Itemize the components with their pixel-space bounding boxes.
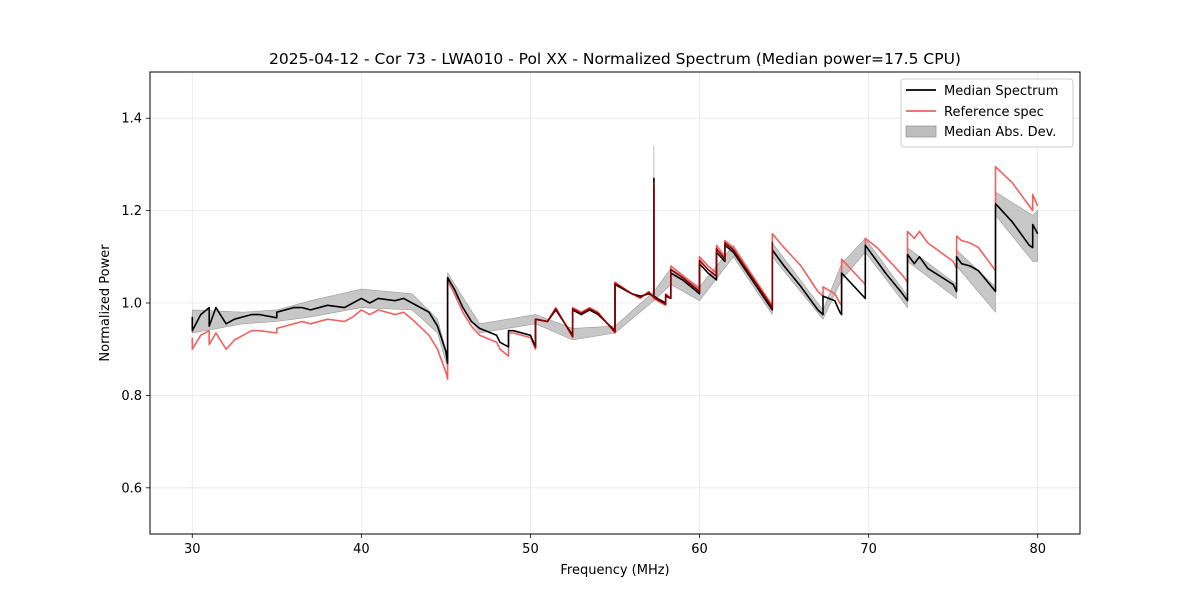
chart-title: 2025-04-12 - Cor 73 - LWA010 - Pol XX - … [269,50,961,68]
overlap-line [534,183,774,348]
x-tick-label: 60 [691,542,708,557]
x-axis-label: Frequency (MHz) [560,563,669,578]
y-tick-label: 1.2 [121,204,142,219]
y-tick-label: 0.6 [121,481,142,496]
y-tick-label: 0.8 [121,389,142,404]
y-tick-label: 1.0 [121,297,142,312]
y-axis-label: Normalized Power [98,244,113,362]
legend-label-median-spectrum: Median Spectrum [944,84,1058,99]
series-layer [191,165,1039,380]
mad-band [192,145,1038,368]
x-tick-label: 80 [1029,542,1046,557]
mad-band-layer [192,145,1038,368]
legend-swatch-median-abs-dev [905,125,937,138]
legend: Median Spectrum Reference spec Median Ab… [900,78,1074,148]
y-tick-label: 1.4 [121,112,142,127]
x-axis-ticks: 30 40 50 60 70 80 [184,534,1046,557]
x-tick-label: 30 [184,542,201,557]
legend-label-median-abs-dev: Median Abs. Dev. [944,125,1056,140]
x-tick-label: 50 [522,542,539,557]
x-tick-label: 40 [353,542,370,557]
legend-box [900,78,1074,148]
x-tick-label: 70 [860,542,877,557]
y-axis-ticks: 0.6 0.8 1.0 1.2 1.4 [121,112,150,496]
legend-label-reference-spec: Reference spec [944,105,1044,120]
